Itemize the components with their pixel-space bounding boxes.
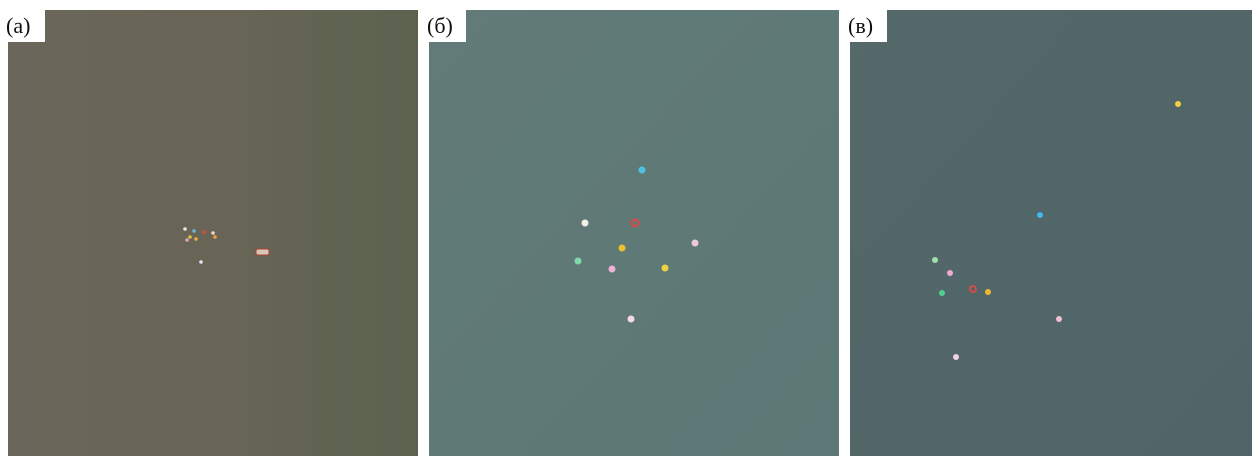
panel-a: (а) xyxy=(0,10,418,456)
panel-c: (в) xyxy=(842,10,1252,456)
panel-b: (б) xyxy=(421,10,839,456)
photo xyxy=(850,10,1252,456)
figure: (а) (б) (в) xyxy=(0,0,1252,456)
panel-label: (в) xyxy=(848,13,873,38)
panel-label: (а) xyxy=(6,13,30,38)
photo xyxy=(429,10,839,456)
panel-label: (б) xyxy=(427,13,453,38)
